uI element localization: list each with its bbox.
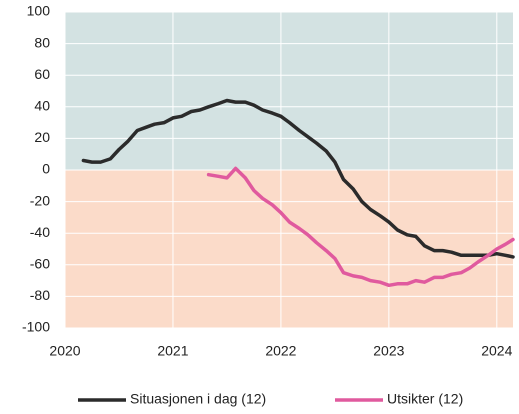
x-tick-label: 2023 [373,343,404,359]
series-line [206,166,515,288]
y-tick-label: 0 [42,161,50,177]
positive-region [65,12,513,170]
y-tick-label: 100 [27,3,51,19]
x-tick-label: 2020 [49,343,80,359]
x-tick-label: 2021 [157,343,188,359]
y-tick-label: -100 [22,319,50,335]
y-tick-label: -60 [30,256,50,272]
series-line [81,98,515,259]
x-tick-label: 2022 [265,343,296,359]
legend-label: Situasjonen i dag (12) [130,391,266,407]
y-tick-label: -80 [30,287,50,303]
y-tick-label: -40 [30,224,50,240]
y-tick-label: 60 [34,66,50,82]
x-tick-label: 2024 [481,343,512,359]
negative-region [65,170,513,328]
y-tick-label: 80 [34,34,50,50]
y-tick-label: -20 [30,192,50,208]
y-tick-label: 20 [34,129,50,145]
legend-label: Utsikter (12) [387,391,463,407]
y-tick-label: 40 [34,98,50,114]
